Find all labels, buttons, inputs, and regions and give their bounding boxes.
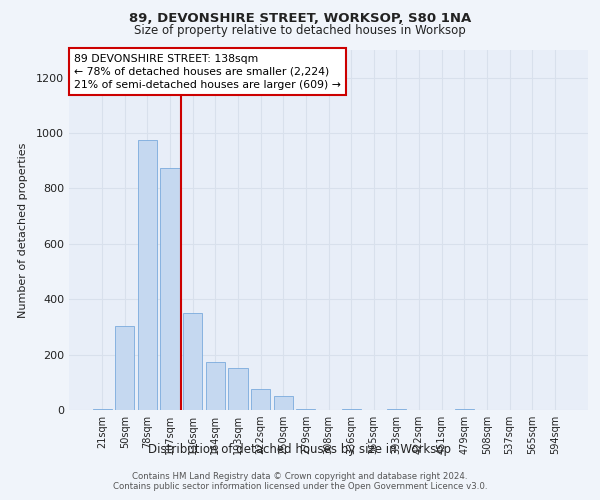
Bar [206, 362, 225, 410]
Bar [387, 408, 406, 410]
Bar [455, 408, 474, 410]
Bar [341, 408, 361, 410]
Bar [115, 326, 134, 410]
Text: Distribution of detached houses by size in Worksop: Distribution of detached houses by size … [149, 442, 452, 456]
Text: Contains HM Land Registry data © Crown copyright and database right 2024.: Contains HM Land Registry data © Crown c… [132, 472, 468, 481]
Bar [138, 140, 157, 410]
Bar [92, 408, 112, 410]
Bar [229, 368, 248, 410]
Bar [296, 408, 316, 410]
Bar [183, 313, 202, 410]
Y-axis label: Number of detached properties: Number of detached properties [17, 142, 28, 318]
Text: 89, DEVONSHIRE STREET, WORKSOP, S80 1NA: 89, DEVONSHIRE STREET, WORKSOP, S80 1NA [129, 12, 471, 26]
Bar [160, 168, 180, 410]
Bar [274, 396, 293, 410]
Text: 89 DEVONSHIRE STREET: 138sqm
← 78% of detached houses are smaller (2,224)
21% of: 89 DEVONSHIRE STREET: 138sqm ← 78% of de… [74, 54, 341, 90]
Text: Contains public sector information licensed under the Open Government Licence v3: Contains public sector information licen… [113, 482, 487, 491]
Text: Size of property relative to detached houses in Worksop: Size of property relative to detached ho… [134, 24, 466, 37]
Bar [251, 389, 270, 410]
